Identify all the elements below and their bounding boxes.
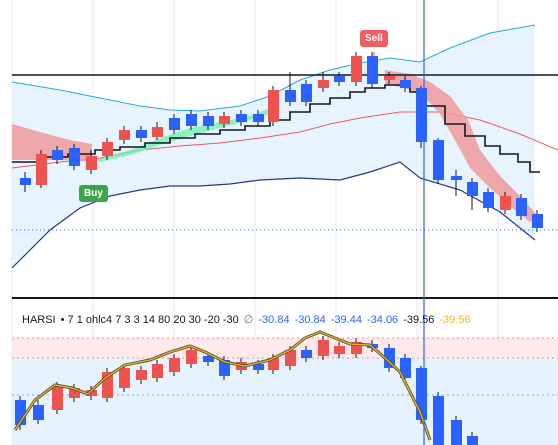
price-candle-body[interactable] — [36, 154, 47, 185]
harsi-candle-body[interactable] — [33, 405, 44, 420]
harsi-candle-body[interactable] — [467, 436, 478, 445]
harsi-candle-body[interactable] — [285, 350, 296, 366]
harsi-candle-body[interactable] — [253, 364, 264, 370]
price-candle-body[interactable] — [433, 140, 444, 180]
price-candle-body[interactable] — [253, 114, 264, 122]
harsi-candle-body[interactable] — [400, 358, 411, 378]
harsi-candle-body[interactable] — [203, 356, 214, 362]
harsi-candle-body[interactable] — [102, 372, 113, 398]
harsi-candle-body[interactable] — [219, 360, 230, 376]
price-candle-body[interactable] — [186, 114, 197, 126]
price-candle-body[interactable] — [516, 198, 527, 216]
harsi-candle-body[interactable] — [186, 350, 197, 364]
price-candle-body[interactable] — [285, 90, 296, 102]
legend-value-1: -30.84 — [258, 314, 290, 326]
price-candle-body[interactable] — [219, 116, 230, 124]
price-candle-body[interactable] — [52, 150, 63, 160]
price-candle-body[interactable] — [69, 148, 80, 166]
harsi-candles — [15, 336, 478, 445]
indicator-name[interactable]: HARSI — [22, 314, 56, 326]
price-candle-body[interactable] — [86, 156, 97, 170]
harsi-candle-body[interactable] — [433, 396, 444, 445]
legend-value-4: -34.06 — [366, 314, 399, 326]
price-candle-body[interactable] — [500, 196, 511, 210]
harsi-candle-body[interactable] — [384, 348, 395, 368]
price-candle-body[interactable] — [451, 176, 462, 180]
harsi-candle-body[interactable] — [318, 340, 329, 356]
price-candle-body[interactable] — [136, 130, 147, 138]
price-candle-body[interactable] — [236, 114, 247, 122]
harsi-candle-body[interactable] — [334, 346, 345, 354]
price-candle-body[interactable] — [483, 192, 494, 208]
harsi-candle-body[interactable] — [119, 368, 130, 388]
legend-value-2: -30.84 — [294, 314, 326, 326]
rsi-line — [14, 331, 431, 441]
price-candle-body[interactable] — [102, 142, 113, 156]
indicator-settings: • 7 1 ohlc4 7 3 3 14 80 20 30 -20 -30 — [60, 314, 239, 326]
sell-signal-badge: Sell — [360, 30, 388, 47]
price-pane[interactable] — [11, 24, 558, 269]
legend-value-6: -39.56 — [439, 314, 471, 326]
price-candle-body[interactable] — [301, 84, 312, 102]
harsi-candle-body[interactable] — [86, 390, 97, 396]
price-candle-body[interactable] — [367, 56, 378, 84]
price-candle-body[interactable] — [20, 178, 31, 185]
price-candle-body[interactable] — [384, 76, 395, 80]
legend-value-5: -39.56 — [403, 314, 435, 326]
overbought-zone — [12, 338, 558, 358]
hide-indicator-icon[interactable]: ∅ — [243, 314, 254, 326]
buy-signal-badge: Buy — [79, 185, 108, 202]
harsi-candle-body[interactable] — [15, 400, 26, 425]
price-candle-body[interactable] — [203, 116, 214, 126]
price-candle-body[interactable] — [532, 214, 543, 228]
harsi-candle-body[interactable] — [69, 388, 80, 398]
stepped-trailing-line — [12, 84, 540, 173]
harsi-candle-body[interactable] — [268, 358, 279, 370]
price-candle-body[interactable] — [400, 80, 411, 88]
harsi-candle-body[interactable] — [451, 420, 462, 445]
harsi-candle-body[interactable] — [301, 350, 312, 358]
price-candles — [20, 52, 543, 232]
price-candle-body[interactable] — [467, 182, 478, 196]
price-candle-body[interactable] — [152, 127, 163, 137]
price-candle-body[interactable] — [351, 56, 362, 82]
price-candle-body[interactable] — [169, 118, 180, 130]
price-candle-body[interactable] — [268, 90, 279, 122]
bollinger-upper-line — [11, 24, 536, 112]
neutral-zone — [12, 358, 558, 445]
harsi-candle-body[interactable] — [351, 342, 362, 354]
price-candle-body[interactable] — [334, 76, 345, 82]
price-candle-body[interactable] — [416, 88, 427, 142]
harsi-candle-body[interactable] — [136, 370, 147, 380]
harsi-candle-body[interactable] — [169, 358, 180, 372]
price-candle-body[interactable] — [318, 80, 329, 88]
indicator-legend[interactable]: HARSI • 7 1 ohlc4 7 3 3 14 80 20 30 -20 -… — [22, 313, 476, 326]
harsi-candle-body[interactable] — [152, 364, 163, 378]
legend-value-3: -39.44 — [330, 314, 362, 326]
harsi-candle-body[interactable] — [416, 368, 427, 420]
harsi-pane[interactable] — [12, 330, 558, 445]
harsi-candle-body[interactable] — [52, 386, 63, 410]
price-candle-body[interactable] — [119, 130, 130, 140]
